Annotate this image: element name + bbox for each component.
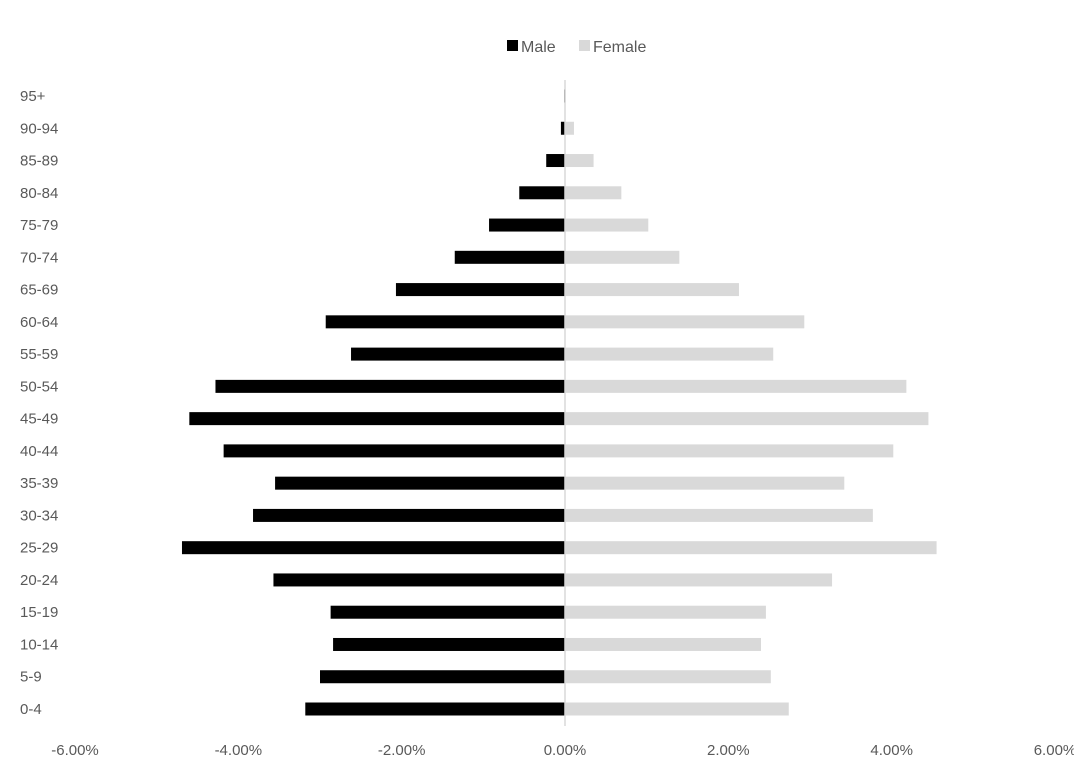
y-tick-label: 15-19: [20, 604, 58, 621]
y-tick-label: 85-89: [20, 153, 58, 170]
x-tick-label: 2.00%: [707, 742, 750, 759]
y-tick-label: 0-4: [20, 701, 42, 718]
bar-female-45-49: [565, 412, 929, 426]
bar-female-25-29: [565, 541, 937, 555]
legend-label-female: Female: [593, 39, 646, 56]
bar-female-65-69: [565, 283, 739, 297]
bar-female-20-24: [565, 573, 833, 587]
bar-male-0-4: [305, 702, 565, 716]
bar-female-35-39: [565, 476, 845, 490]
y-tick-label: 40-44: [20, 443, 58, 460]
x-axis-labels: -6.00% -4.00% -2.00% 0.00% 2.00% 4.00% 6.00%: [51, 742, 1074, 759]
bar-male-70-74: [454, 250, 565, 264]
x-tick-label: 6.00%: [1034, 742, 1074, 759]
bar-male-80-84: [519, 186, 565, 200]
bar-female-90-94: [565, 121, 574, 135]
legend-swatch-female: [579, 40, 590, 51]
bar-female-70-74: [565, 250, 680, 264]
x-tick-label: 0.00%: [544, 742, 587, 759]
x-tick-label: -2.00%: [378, 742, 426, 759]
bar-male-85-89: [546, 154, 565, 168]
legend-swatch-male: [507, 40, 518, 51]
x-tick-label: -4.00%: [215, 742, 263, 759]
y-tick-label: 50-54: [20, 378, 58, 395]
y-tick-label: 10-14: [20, 636, 58, 653]
bar-male-40-44: [223, 444, 565, 458]
bar-male-90-94: [560, 121, 565, 135]
y-tick-label: 60-64: [20, 314, 58, 331]
y-tick-label: 45-49: [20, 411, 58, 428]
x-tick-label: -6.00%: [51, 742, 99, 759]
y-tick-label: 70-74: [20, 249, 58, 266]
y-tick-label: 80-84: [20, 185, 58, 202]
bar-male-60-64: [325, 315, 565, 329]
bar-female-15-19: [565, 605, 766, 619]
y-tick-label: 90-94: [20, 120, 58, 137]
bar-female-5-9: [565, 670, 771, 684]
bars-group: [181, 89, 937, 716]
y-axis-labels: 0-4 5-9 10-14 15-19 20-24 25-29 30-34 35-39 40-4…: [20, 88, 58, 718]
bar-male-25-29: [181, 541, 566, 555]
bar-male-35-39: [275, 476, 565, 490]
bar-female-30-34: [565, 508, 873, 522]
bar-male-10-14: [333, 637, 565, 651]
chart-legend: Male Female: [507, 39, 646, 56]
bar-female-60-64: [565, 315, 805, 329]
bar-male-65-69: [395, 283, 565, 297]
y-tick-label: 35-39: [20, 475, 58, 492]
bar-female-0-4: [565, 702, 789, 716]
bar-female-75-79: [565, 218, 649, 232]
y-tick-label: 25-29: [20, 540, 58, 557]
legend-label-male: Male: [521, 39, 556, 56]
bar-female-55-59: [565, 347, 774, 361]
bar-female-50-54: [565, 379, 907, 393]
bar-male-55-59: [351, 347, 565, 361]
y-tick-label: 75-79: [20, 217, 58, 234]
bar-male-30-34: [253, 508, 565, 522]
bar-male-45-49: [189, 412, 565, 426]
bar-male-50-54: [215, 379, 565, 393]
bar-female-10-14: [565, 637, 761, 651]
bar-male-15-19: [330, 605, 565, 619]
bar-female-40-44: [565, 444, 894, 458]
y-tick-label: 65-69: [20, 282, 58, 299]
bar-female-85-89: [565, 154, 594, 168]
bar-male-5-9: [320, 670, 565, 684]
y-tick-label: 55-59: [20, 346, 58, 363]
x-tick-label: 4.00%: [870, 742, 913, 759]
y-tick-label: 20-24: [20, 572, 58, 589]
y-tick-label: 5-9: [20, 669, 42, 686]
y-tick-label: 30-34: [20, 507, 58, 524]
bar-male-20-24: [273, 573, 565, 587]
bar-female-80-84: [565, 186, 622, 200]
y-tick-label: 95+: [20, 88, 46, 105]
bar-male-75-79: [489, 218, 565, 232]
